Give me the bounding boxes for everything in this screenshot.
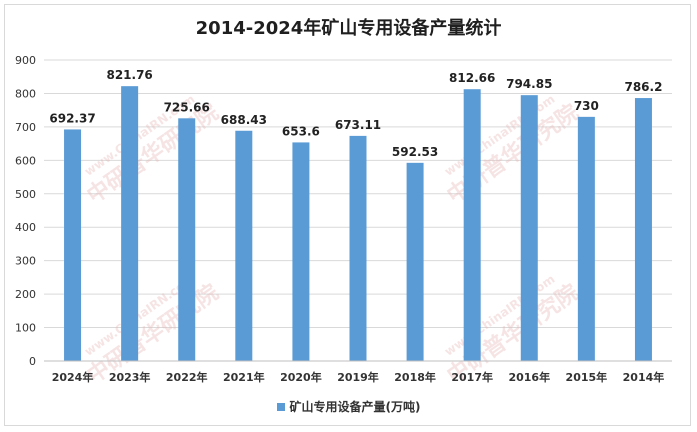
bar <box>520 95 538 361</box>
legend-swatch <box>276 402 285 411</box>
data-label: 692.37 <box>49 111 95 125</box>
data-label: 653.6 <box>282 124 320 138</box>
y-tick-label: 0 <box>29 355 36 368</box>
data-label: 812.66 <box>449 71 495 85</box>
data-label: 730 <box>574 99 599 113</box>
data-label: 725.66 <box>164 100 210 114</box>
data-label: 794.85 <box>506 77 552 91</box>
x-axis-ticks: 2024年 2023年 2022年 2021年 2020年 2019年 2018年 2017年… <box>52 370 665 384</box>
y-tick-label: 700 <box>15 121 36 134</box>
y-tick-label: 600 <box>15 154 36 167</box>
y-tick-label: 400 <box>15 221 36 234</box>
bar <box>463 89 481 361</box>
bar <box>292 142 310 361</box>
bars <box>64 86 652 362</box>
x-tick-label: 2020年 <box>280 370 322 384</box>
bar <box>634 98 652 361</box>
bar <box>349 135 367 361</box>
y-tick-label: 300 <box>15 255 36 268</box>
bar <box>235 130 253 361</box>
y-tick-label: 500 <box>15 188 36 201</box>
x-tick-label: 2024年 <box>52 370 94 384</box>
data-label: 821.76 <box>106 68 152 82</box>
data-label: 673.11 <box>335 118 381 132</box>
bar <box>406 162 424 361</box>
chart-frame <box>4 4 691 426</box>
data-label: 592.53 <box>392 145 438 159</box>
y-tick-label: 200 <box>15 288 36 301</box>
x-tick-label: 2014年 <box>623 370 665 384</box>
bar <box>64 129 82 361</box>
data-label: 786.2 <box>624 80 662 94</box>
x-tick-label: 2015年 <box>566 370 608 384</box>
x-tick-label: 2017年 <box>451 370 493 384</box>
y-tick-label: 900 <box>15 54 36 67</box>
legend: 矿山专用设备产量(万吨) <box>0 398 697 415</box>
bar <box>121 86 139 361</box>
y-tick-label: 100 <box>15 322 36 335</box>
x-tick-label: 2022年 <box>166 370 208 384</box>
y-axis-ticks: 0 100 200 300 400 500 600 700 800 900 <box>15 54 36 368</box>
y-tick-label: 800 <box>15 87 36 100</box>
data-labels: 692.37 821.76 725.66 688.43 653.6 673.11 592.5… <box>49 68 662 159</box>
bar <box>577 116 595 361</box>
x-tick-label: 2019年 <box>337 370 379 384</box>
x-tick-label: 2023年 <box>109 370 151 384</box>
bar <box>178 118 196 362</box>
legend-label: 矿山专用设备产量(万吨) <box>289 400 421 414</box>
chart-title: 2014-2024年矿山专用设备产量统计 <box>195 18 502 39</box>
x-tick-label: 2021年 <box>223 370 265 384</box>
data-label: 688.43 <box>221 113 267 127</box>
x-tick-label: 2018年 <box>394 370 436 384</box>
x-tick-label: 2016年 <box>508 370 550 384</box>
